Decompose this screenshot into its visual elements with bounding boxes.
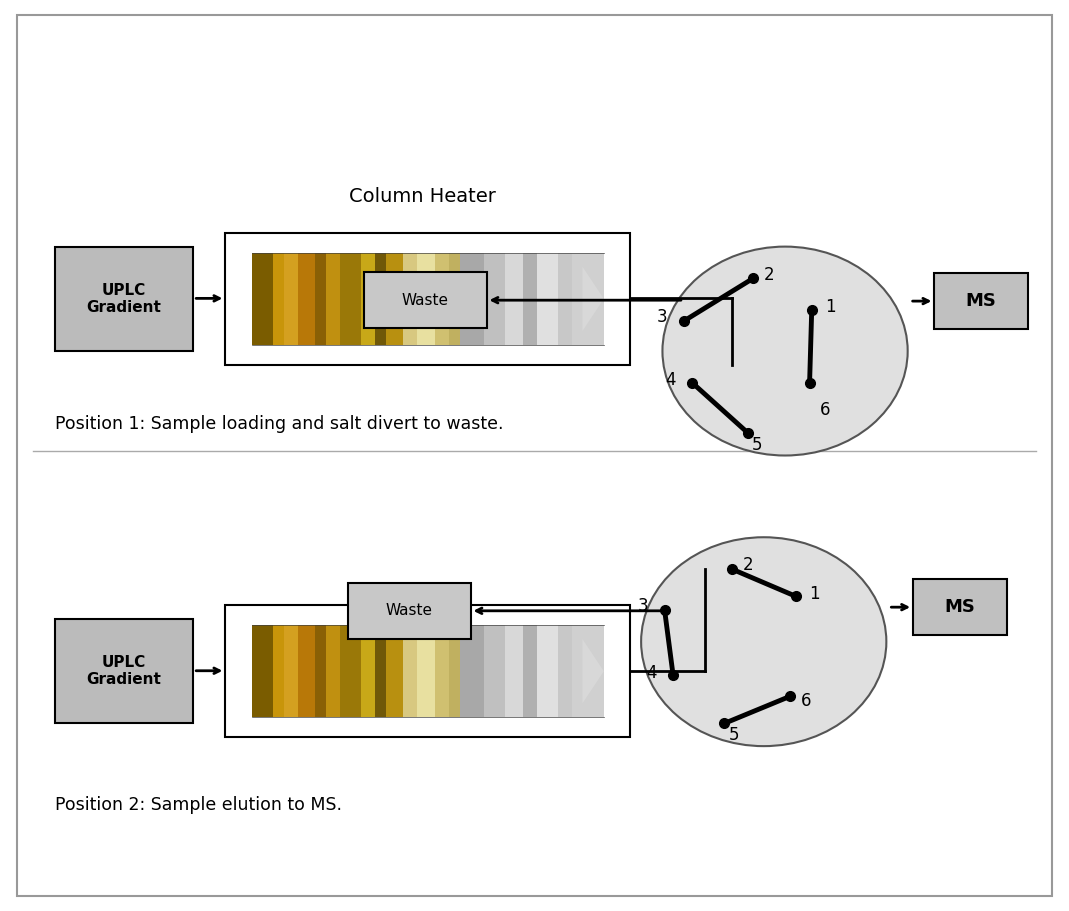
Bar xyxy=(297,625,315,717)
Bar xyxy=(252,253,604,344)
Bar xyxy=(435,625,449,717)
Text: 5: 5 xyxy=(729,726,739,744)
Text: 1: 1 xyxy=(809,585,820,602)
Bar xyxy=(273,625,283,717)
Text: Position 1: Sample loading and salt divert to waste.: Position 1: Sample loading and salt dive… xyxy=(55,415,503,433)
Bar xyxy=(252,253,273,344)
Bar xyxy=(386,253,403,344)
Bar xyxy=(484,625,506,717)
Text: UPLC
Gradient: UPLC Gradient xyxy=(87,655,161,688)
FancyBboxPatch shape xyxy=(226,233,631,364)
Bar xyxy=(449,625,460,717)
Text: 3: 3 xyxy=(638,598,649,615)
Bar xyxy=(572,625,604,717)
Bar xyxy=(375,253,386,344)
Text: MS: MS xyxy=(945,599,975,616)
Bar xyxy=(273,253,283,344)
FancyBboxPatch shape xyxy=(17,15,1052,896)
Bar xyxy=(449,253,460,344)
Bar xyxy=(523,253,537,344)
Bar xyxy=(537,253,558,344)
Text: Waste: Waste xyxy=(386,603,433,619)
Bar xyxy=(361,625,375,717)
Bar xyxy=(460,625,484,717)
Bar xyxy=(326,253,340,344)
Text: UPLC
Gradient: UPLC Gradient xyxy=(87,282,161,315)
FancyBboxPatch shape xyxy=(55,247,193,351)
Text: Column Heater: Column Heater xyxy=(350,187,496,206)
Bar xyxy=(523,625,537,717)
Text: Waste: Waste xyxy=(402,292,449,308)
Bar xyxy=(252,625,273,717)
Polygon shape xyxy=(583,640,604,703)
Circle shape xyxy=(663,247,908,456)
Bar xyxy=(340,625,361,717)
Text: Position 2: Sample elution to MS.: Position 2: Sample elution to MS. xyxy=(55,796,342,814)
Text: 3: 3 xyxy=(657,309,668,326)
Bar xyxy=(558,625,572,717)
Text: 1: 1 xyxy=(825,299,836,316)
Bar xyxy=(297,253,315,344)
Bar xyxy=(283,253,297,344)
Bar xyxy=(361,253,375,344)
Bar xyxy=(283,625,297,717)
Bar xyxy=(506,253,523,344)
Text: 6: 6 xyxy=(820,401,831,419)
Bar xyxy=(326,625,340,717)
FancyBboxPatch shape xyxy=(913,579,1007,635)
Bar xyxy=(484,253,506,344)
Bar xyxy=(417,253,435,344)
Bar xyxy=(315,625,326,717)
Circle shape xyxy=(641,537,886,746)
Bar xyxy=(537,625,558,717)
FancyBboxPatch shape xyxy=(363,272,486,328)
Bar xyxy=(386,625,403,717)
FancyBboxPatch shape xyxy=(55,619,193,723)
Bar xyxy=(460,253,484,344)
Bar xyxy=(375,625,386,717)
Polygon shape xyxy=(583,267,604,331)
Bar xyxy=(506,625,523,717)
Bar xyxy=(403,253,417,344)
FancyBboxPatch shape xyxy=(226,605,631,737)
Bar xyxy=(252,625,604,717)
Bar xyxy=(435,253,449,344)
Bar xyxy=(340,253,361,344)
Bar xyxy=(315,253,326,344)
Bar xyxy=(572,253,604,344)
Bar xyxy=(558,253,572,344)
Bar xyxy=(403,625,417,717)
Text: 4: 4 xyxy=(666,371,677,389)
Text: 4: 4 xyxy=(647,663,657,681)
FancyBboxPatch shape xyxy=(934,273,1028,329)
Text: 6: 6 xyxy=(801,691,811,710)
Text: MS: MS xyxy=(965,292,996,310)
FancyBboxPatch shape xyxy=(347,583,470,639)
Bar xyxy=(417,625,435,717)
Text: 2: 2 xyxy=(763,266,774,283)
Text: 5: 5 xyxy=(752,435,762,454)
Text: 2: 2 xyxy=(742,557,753,575)
